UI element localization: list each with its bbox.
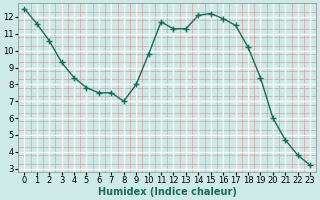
X-axis label: Humidex (Indice chaleur): Humidex (Indice chaleur)	[98, 187, 237, 197]
